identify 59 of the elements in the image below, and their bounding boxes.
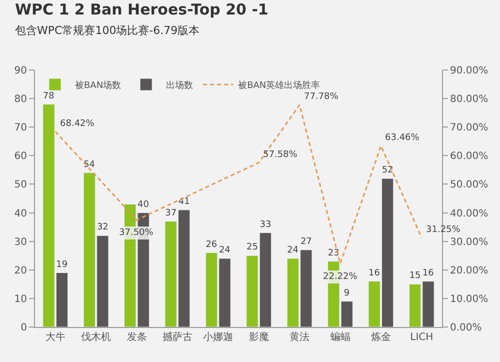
data-label: 37 xyxy=(165,208,177,218)
y2-tick-label: 0.00% xyxy=(450,322,482,334)
data-label: 24 xyxy=(287,245,299,256)
data-label: 63.46% xyxy=(385,133,420,143)
data-label: 24 xyxy=(218,245,231,256)
x-tick-label: 蝙蝠 xyxy=(330,331,350,343)
legend-label: 被BAN场数 xyxy=(75,80,122,92)
data-label: 27 xyxy=(300,236,312,247)
data-label: 52 xyxy=(382,166,394,176)
y-tick-label: 0 xyxy=(20,322,27,334)
data-label: 31.25% xyxy=(426,225,461,235)
data-label: 68.42% xyxy=(60,119,95,129)
x-tick-label: LICH xyxy=(410,332,434,343)
y2-tick-label: 10.00% xyxy=(450,294,488,305)
data-label: 26 xyxy=(206,240,218,250)
y2-tick-label: 60.00% xyxy=(450,151,488,162)
data-label: 9 xyxy=(344,288,350,298)
data-label: 33 xyxy=(260,220,272,230)
y-tick-label: 30 xyxy=(14,236,27,248)
y-tick-label: 20 xyxy=(14,265,27,276)
x-tick-label: 大牛 xyxy=(45,331,66,343)
y2-tick-label: 30.00% xyxy=(450,236,488,248)
data-label: 37.50% xyxy=(119,228,154,238)
data-label: 77.78% xyxy=(304,92,339,102)
data-label: 16 xyxy=(422,268,434,278)
x-tick-label: 黄法 xyxy=(290,331,310,343)
data-label: 32 xyxy=(96,222,108,233)
y-tick-label: 80 xyxy=(14,94,27,106)
data-label: 54 xyxy=(84,160,96,170)
data-label: 40 xyxy=(138,200,150,210)
y2-tick-label: 20.00% xyxy=(450,265,488,276)
x-tick-label: 撼萨古 xyxy=(162,331,192,343)
data-label: 16 xyxy=(368,268,380,278)
y-tick-label: 10 xyxy=(14,294,27,305)
data-label: 25 xyxy=(246,242,258,253)
y-tick-label: 60 xyxy=(14,151,27,162)
y2-tick-label: 50.00% xyxy=(450,180,488,191)
y2-tick-label: 70.00% xyxy=(450,122,488,134)
y-tick-label: 90 xyxy=(14,66,27,76)
x-tick-label: 发条 xyxy=(126,331,147,343)
x-tick-label: 影魔 xyxy=(248,331,269,343)
y-tick-label: 40 xyxy=(14,208,27,220)
legend-label: 被BAN英雄出场胜率 xyxy=(238,80,320,92)
legend-label: 出场数 xyxy=(166,80,194,92)
y2-tick-label: 80.00% xyxy=(450,94,488,106)
x-tick-label: 炼金 xyxy=(370,331,391,343)
y-tick-label: 50 xyxy=(14,180,27,191)
data-label: 57.58% xyxy=(263,150,298,160)
y-tick-label: 70 xyxy=(14,122,27,134)
data-label: 19 xyxy=(56,260,68,270)
data-label: 15 xyxy=(409,271,421,282)
y2-tick-label: 40.00% xyxy=(450,208,488,220)
y2-tick-label: 90.00% xyxy=(450,66,488,76)
chart-subtitle: 包含WPC常规赛100场比赛-6.79版本 xyxy=(15,24,200,37)
x-tick-label: 小娜迦 xyxy=(203,331,234,343)
x-tick-label: 伐木机 xyxy=(81,331,112,343)
chart-title: WPC 1 2 Ban Heroes-Top 20 -1 xyxy=(15,0,268,18)
data-label: 22.22% xyxy=(323,272,358,282)
data-label: 78 xyxy=(42,91,55,102)
